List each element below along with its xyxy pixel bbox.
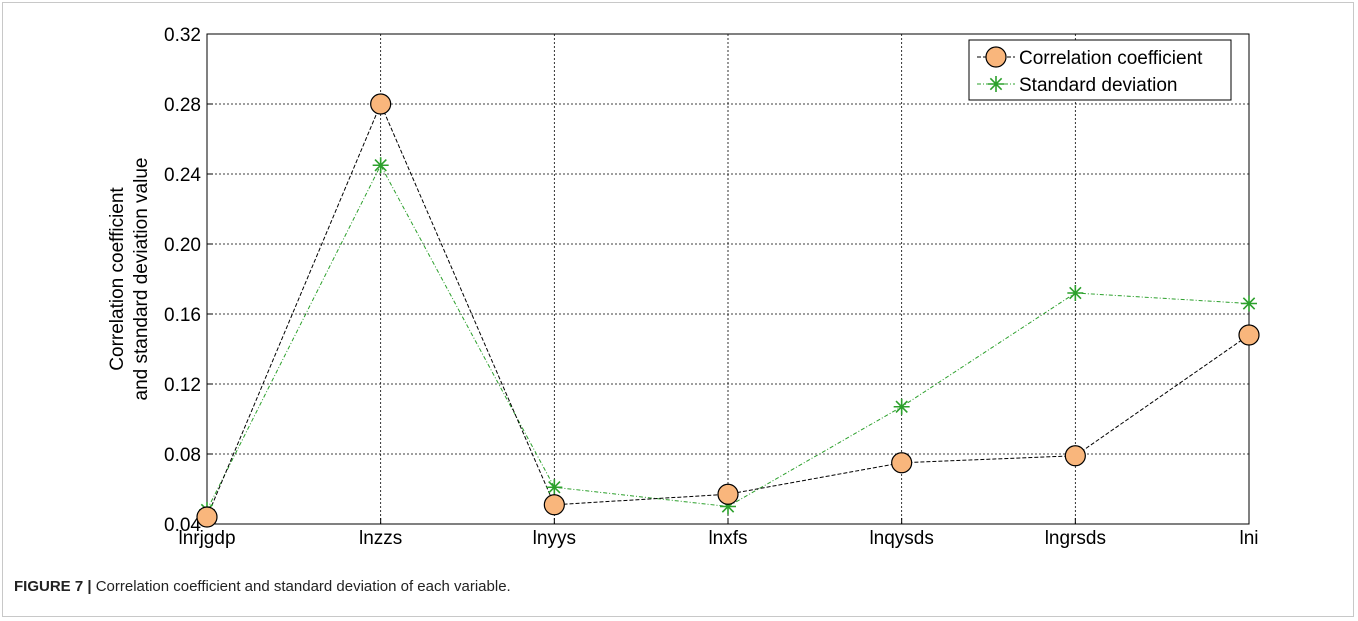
y-tick-label: 0.08	[164, 445, 201, 466]
y-axis-label-line-2: and standard deviation value	[131, 158, 152, 401]
grid-lines	[206, 33, 1250, 525]
y-tick-label: 0.28	[164, 95, 201, 116]
caption-text: Correlation coefficient and standard dev…	[91, 578, 511, 595]
legend-marker	[988, 76, 1004, 92]
legend-label: Standard deviation	[1019, 75, 1177, 96]
correlation-point	[196, 506, 218, 528]
x-axis-ticks: lnrjgdp lnzzs lnyys lnxfs lnqysds lngrsds lni	[178, 518, 1259, 549]
correlation-point	[370, 93, 392, 115]
legend-box	[968, 39, 1232, 101]
y-tick-label: 0.16	[164, 305, 201, 326]
caption-label: FIGURE 7 |	[14, 578, 92, 595]
y-axis-label-line-1: Correlation coefficient	[107, 187, 128, 371]
correlation-point	[1064, 445, 1086, 467]
y-axis-ticks: 0.04 0.08 0.12 0.16 0.20 0.24 0.28 0.32	[164, 25, 213, 536]
std-dev-point	[372, 157, 389, 174]
std-dev-point	[1241, 295, 1257, 312]
x-tick-label: lnzzs	[359, 528, 402, 549]
legend: Correlation coefficient Standard deviatio…	[968, 39, 1232, 101]
x-tick-label: lnxfs	[708, 528, 747, 549]
correlation-point	[543, 494, 565, 516]
y-tick-label: 0.32	[164, 25, 201, 46]
correlation-point	[717, 483, 739, 505]
legend-items: Correlation coefficient Standard deviatio…	[977, 46, 1203, 96]
correlation-point	[891, 452, 913, 474]
legend-label: Correlation coefficient	[1019, 48, 1203, 69]
y-tick-label: 0.04	[164, 515, 201, 536]
series-layer	[196, 93, 1260, 528]
line-chart: 0.04 0.08 0.12 0.16 0.20 0.24 0.28 0.32 lnrjgdp…	[107, 25, 1260, 549]
figure-caption: FIGURE 7 | Correlation coefficient and s…	[14, 578, 511, 595]
x-tick-label: lni	[1239, 528, 1258, 549]
std-dev-point	[893, 398, 910, 415]
y-tick-label: 0.12	[164, 375, 201, 396]
std-dev-point	[546, 479, 563, 496]
legend-marker	[985, 46, 1007, 68]
y-tick-label: 0.24	[164, 165, 201, 186]
x-tick-label: lngrsds	[1045, 528, 1106, 549]
std-dev-point	[720, 498, 736, 515]
std-dev-point	[1067, 285, 1084, 301]
correlation-point	[1238, 324, 1260, 346]
x-tick-label: lnqysds	[869, 528, 933, 549]
x-tick-label: lnyys	[533, 528, 576, 549]
y-tick-label: 0.20	[164, 235, 201, 256]
x-tick-label: lnrjgdp	[178, 528, 235, 549]
